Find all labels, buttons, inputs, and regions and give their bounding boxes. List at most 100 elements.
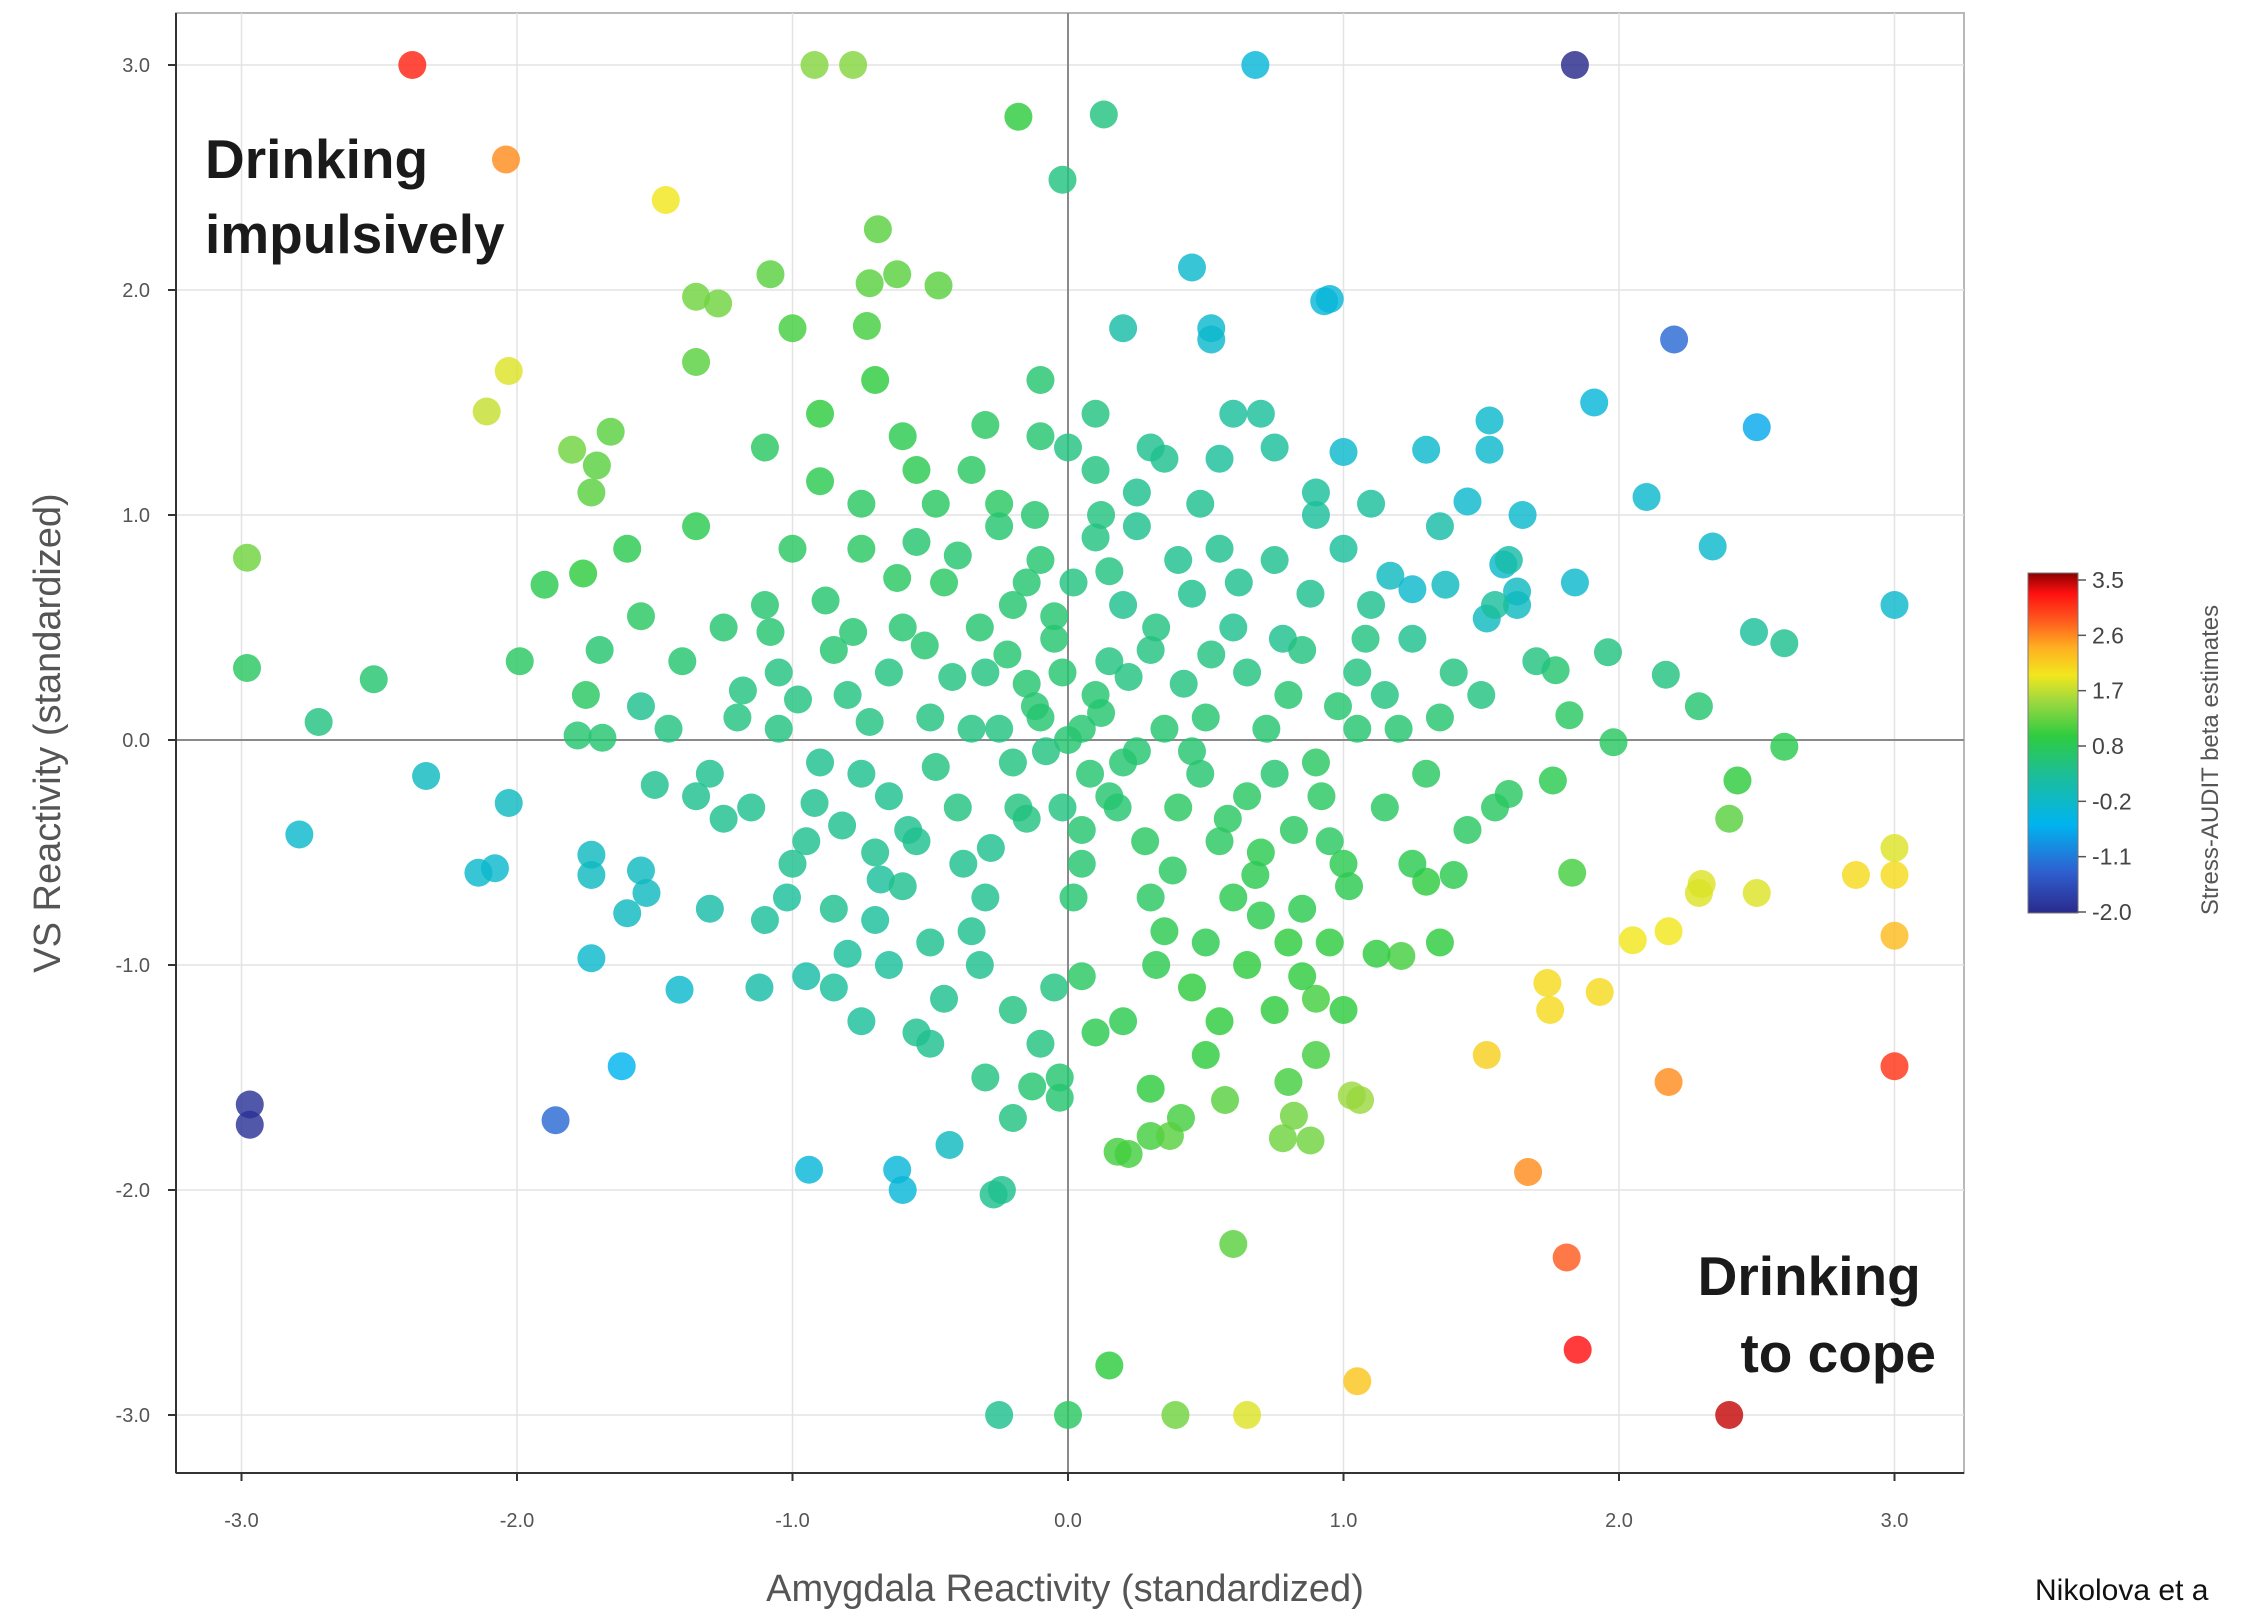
data-point <box>491 145 520 174</box>
data-point <box>1155 1122 1184 1150</box>
data-point <box>1020 501 1049 529</box>
data-point <box>640 771 669 799</box>
data-point <box>1425 703 1454 732</box>
data-point <box>1687 870 1716 898</box>
data-point <box>1268 1124 1297 1153</box>
data-point <box>1018 1072 1047 1101</box>
data-point <box>1260 759 1289 788</box>
data-point <box>1481 793 1510 822</box>
data-point <box>756 260 785 289</box>
x-tick-label: 1.0 <box>1330 1510 1358 1532</box>
y-tick-label: 0.0 <box>122 730 150 752</box>
data-point <box>998 591 1027 619</box>
data-point <box>1260 433 1289 462</box>
data-point <box>1503 577 1532 606</box>
data-point <box>1191 928 1220 957</box>
y-tick-label: 3.0 <box>122 55 150 77</box>
data-point <box>626 602 655 631</box>
data-point <box>1020 692 1049 721</box>
data-point <box>1260 996 1289 1024</box>
data-point <box>1260 546 1289 574</box>
data-point <box>1563 1335 1592 1364</box>
data-point <box>1048 165 1077 194</box>
data-point <box>861 906 890 934</box>
data-point <box>505 647 534 676</box>
data-point <box>855 708 884 736</box>
data-point <box>1560 568 1589 597</box>
data-point <box>665 975 694 1004</box>
data-point <box>1599 728 1628 757</box>
colorbar-tick-label: -2.0 <box>2092 899 2132 925</box>
data-point <box>1026 422 1055 451</box>
colorbar-tick-label: 0.8 <box>2092 733 2124 759</box>
data-point <box>938 663 967 691</box>
data-point <box>695 894 724 923</box>
data-point <box>1475 435 1504 464</box>
data-point <box>1715 1401 1744 1429</box>
data-point <box>1301 984 1330 1013</box>
data-point <box>577 861 606 889</box>
data-point <box>632 879 661 907</box>
data-point <box>902 456 931 484</box>
data-point <box>847 534 876 563</box>
data-point <box>888 872 917 901</box>
data-point <box>1233 658 1262 687</box>
data-point <box>819 894 848 923</box>
data-point <box>1122 512 1151 541</box>
data-point <box>1301 501 1330 529</box>
data-point <box>1186 759 1215 788</box>
data-point <box>1012 568 1041 597</box>
data-point <box>585 636 614 664</box>
data-point <box>682 282 711 311</box>
data-point <box>1536 996 1565 1024</box>
data-point <box>1241 51 1270 79</box>
data-point <box>1054 433 1082 462</box>
data-point <box>1122 478 1151 507</box>
data-point <box>861 838 890 867</box>
data-point <box>839 51 868 79</box>
y-axis-title: VS Reactivity (standardized) <box>27 493 69 972</box>
data-point <box>1555 701 1584 730</box>
data-point <box>943 793 972 822</box>
data-point <box>971 658 1000 687</box>
data-point <box>1131 827 1160 856</box>
data-point <box>607 1052 636 1081</box>
data-point <box>1632 483 1661 511</box>
data-point <box>1472 1041 1501 1069</box>
data-point <box>921 753 950 781</box>
data-point <box>1095 647 1124 676</box>
data-point <box>985 489 1014 518</box>
data-point <box>1205 534 1234 563</box>
data-point <box>571 681 600 709</box>
data-point <box>1481 591 1510 619</box>
data-point <box>285 820 314 849</box>
data-point <box>1538 766 1567 795</box>
data-point <box>1296 579 1325 608</box>
data-point <box>902 1018 931 1047</box>
data-point <box>1370 681 1399 709</box>
data-point <box>847 1007 876 1036</box>
data-point <box>888 422 917 451</box>
data-point <box>1315 285 1344 313</box>
data-point <box>1315 827 1344 856</box>
colorbar-tick-label: 2.6 <box>2092 622 2124 648</box>
x-tick-labels: -3.0 -2.0 -1.0 0.0 1.0 2.0 3.0 <box>224 1473 1908 1532</box>
data-point <box>1654 917 1683 946</box>
data-point <box>1031 737 1060 766</box>
data-point <box>1335 872 1364 901</box>
data-point <box>1439 861 1468 889</box>
data-point <box>1205 827 1234 856</box>
data-point <box>1398 849 1427 878</box>
data-point <box>985 512 1014 541</box>
data-point <box>1398 575 1427 604</box>
data-point <box>709 804 738 833</box>
data-point <box>874 658 903 687</box>
data-point <box>1067 962 1096 991</box>
data-point <box>1246 399 1275 428</box>
data-point <box>806 399 835 428</box>
data-point <box>1357 591 1386 619</box>
data-point <box>750 591 779 619</box>
data-point <box>577 478 606 507</box>
data-point <box>847 759 876 788</box>
